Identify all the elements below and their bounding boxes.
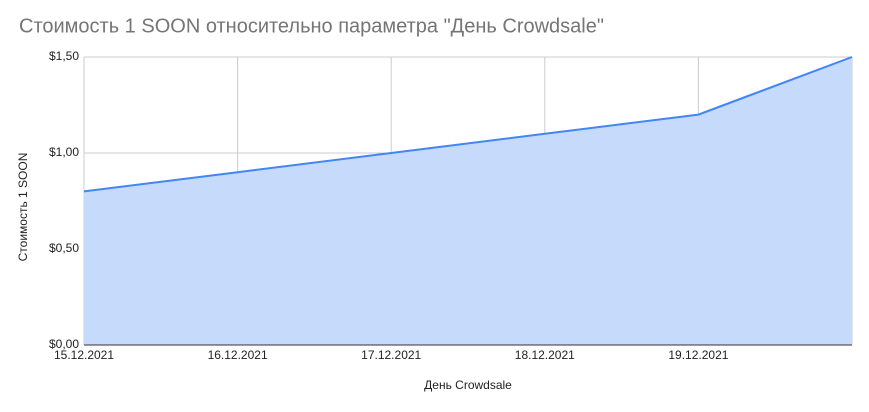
x-tick-label: 18.12.2021 [515,348,575,362]
x-tick-label: 15.12.2021 [54,348,114,362]
x-tick-label: 19.12.2021 [668,348,728,362]
y-tick-label: $0,50 [49,241,79,255]
x-axis-label: День Crowdsale [424,378,512,392]
y-tick-label: $1,50 [49,49,79,63]
y-tick-label: $1,00 [49,145,79,159]
area-fill [84,57,852,345]
x-tick-label: 16.12.2021 [208,348,268,362]
area-line [83,56,853,193]
y-axis-label: Стоимость 1 SOON [16,153,30,262]
x-tick-label: 17.12.2021 [361,348,421,362]
chart-title: Стоимость 1 SOON относительно параметра … [19,15,604,37]
y-tick-label: $0,00 [49,337,79,351]
